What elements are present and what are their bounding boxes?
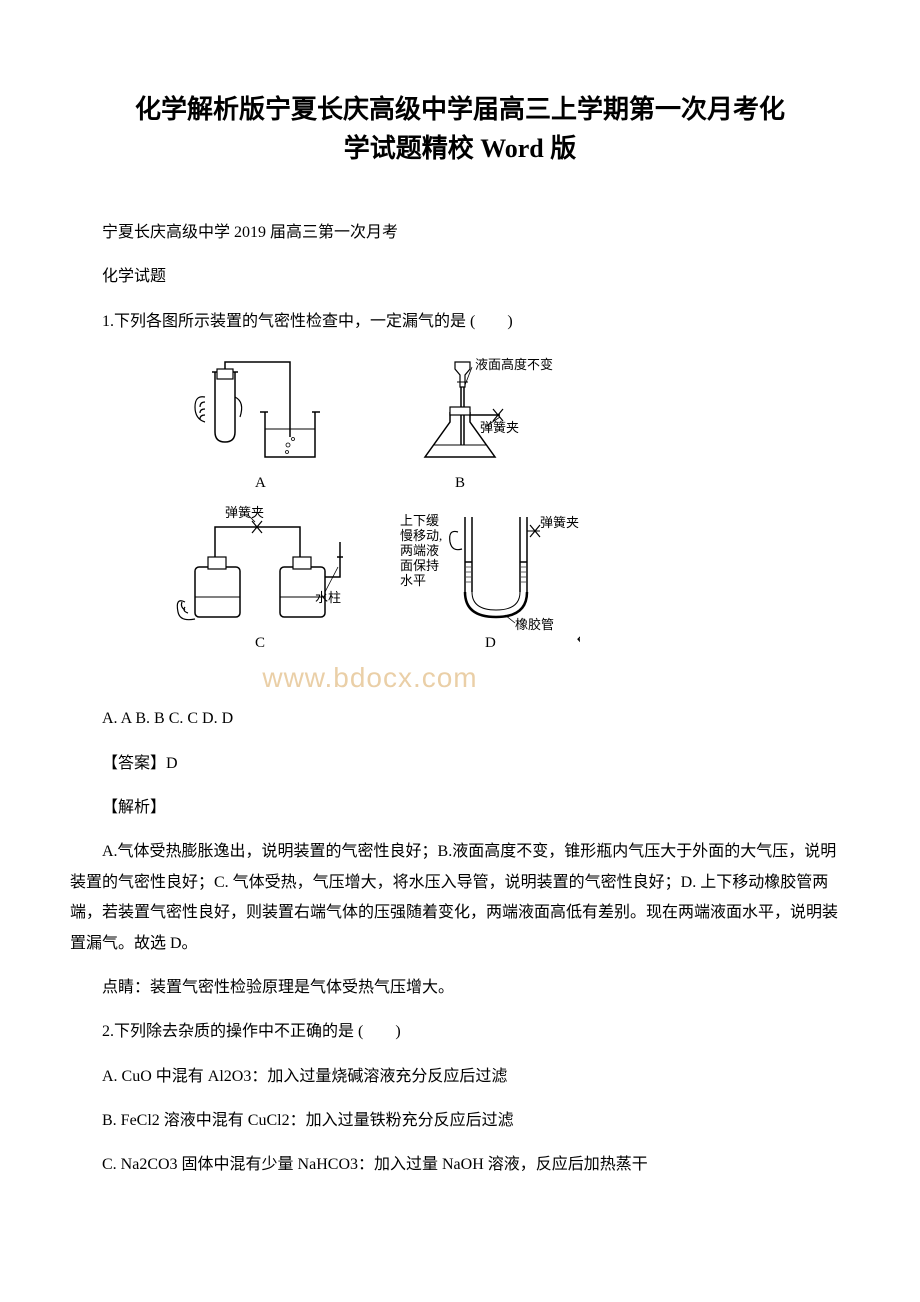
annot-c-clip: 弹簧夹 [225, 505, 264, 520]
annot-d-clip: 弹簧夹 [540, 515, 579, 530]
question-1-text: 1.下列各图所示装置的气密性检查中，一定漏气的是 ( ) [70, 307, 850, 337]
question-1-answer: 【答案】D [70, 749, 850, 779]
annot-d-3: 两端液 [400, 543, 439, 558]
annot-d-4: 面保持 [400, 558, 439, 573]
label-d: D [485, 635, 496, 651]
watermark-text: www.bdocx.com [262, 662, 477, 693]
intro-school: 宁夏长庆高级中学 2019 届高三第一次月考 [70, 218, 850, 248]
question-1-parse-body: A.气体受热膨胀逸出，说明装置的气密性良好；B.液面高度不变，锥形瓶内气压大于外… [70, 837, 850, 959]
question-2-option-a: A. CuO 中混有 Al2O3：加入过量烧碱溶液充分反应后过滤 [70, 1062, 850, 1092]
annot-b-clip: 弹簧夹 [480, 420, 519, 435]
annot-d-2: 慢移动, [400, 528, 442, 543]
question-2-text: 2.下列除去杂质的操作中不正确的是 ( ) [70, 1017, 850, 1047]
intro-subject: 化学试题 [70, 262, 850, 292]
apparatus-c: 弹簧夹 水柱 C [177, 505, 343, 651]
label-a: A [255, 475, 266, 491]
question-2-option-b: B. FeCl2 溶液中混有 CuCl2：加入过量铁粉充分反应后过滤 [70, 1106, 850, 1136]
question-1-parse-label: 【解析】 [70, 793, 850, 823]
annot-c-water: 水柱 [315, 590, 341, 605]
annot-d-1: 上下缓 [400, 513, 439, 528]
apparatus-diagram: A 液面高度不变 弹簧夹 B [160, 357, 580, 694]
question-1-options: A. A B. B C. C D. D [70, 704, 850, 734]
apparatus-b: 液面高度不变 弹簧夹 B [425, 357, 553, 491]
apparatus-a: A [195, 362, 320, 491]
annot-d-rubber: 橡胶管 [515, 617, 554, 632]
apparatus-d: 上下缓 慢移动, 两端液 面保持 水平 弹簧夹 橡胶管 D ↲ [400, 513, 580, 651]
watermark: www.bdocx.com [160, 662, 580, 694]
label-b: B [455, 475, 465, 491]
annot-b-level: 液面高度不变 [475, 357, 553, 372]
return-arrow: ↲ [575, 631, 580, 646]
question-2-option-c: C. Na2CO3 固体中混有少量 NaHCO3：加入过量 NaOH 溶液，反应… [70, 1150, 850, 1180]
title-line-2: 学试题精校 Word 版 [344, 134, 577, 163]
question-1-tip: 点睛：装置气密性检验原理是气体受热气压增大。 [70, 973, 850, 1003]
title-line-1: 化学解析版宁夏长庆高级中学届高三上学期第一次月考化 [135, 95, 785, 124]
document-title: 化学解析版宁夏长庆高级中学届高三上学期第一次月考化 学试题精校 Word 版 [70, 90, 850, 168]
label-c: C [255, 635, 265, 651]
diagram-svg: A 液面高度不变 弹簧夹 B [160, 357, 580, 667]
annot-d-5: 水平 [400, 573, 426, 588]
